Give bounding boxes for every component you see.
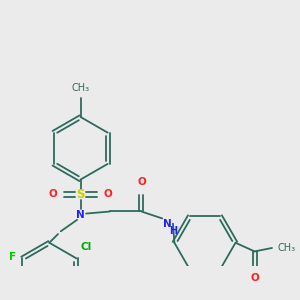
Text: F: F	[9, 252, 16, 262]
Text: O: O	[104, 189, 112, 199]
Text: CH₃: CH₃	[277, 243, 295, 253]
Text: N: N	[163, 219, 172, 229]
Text: Cl: Cl	[81, 242, 92, 252]
Text: S: S	[76, 188, 85, 201]
Text: O: O	[49, 189, 57, 199]
Text: O: O	[250, 273, 259, 283]
Text: N: N	[76, 210, 85, 220]
Text: O: O	[137, 177, 146, 187]
Text: H: H	[169, 226, 177, 236]
Text: CH₃: CH₃	[71, 83, 90, 93]
